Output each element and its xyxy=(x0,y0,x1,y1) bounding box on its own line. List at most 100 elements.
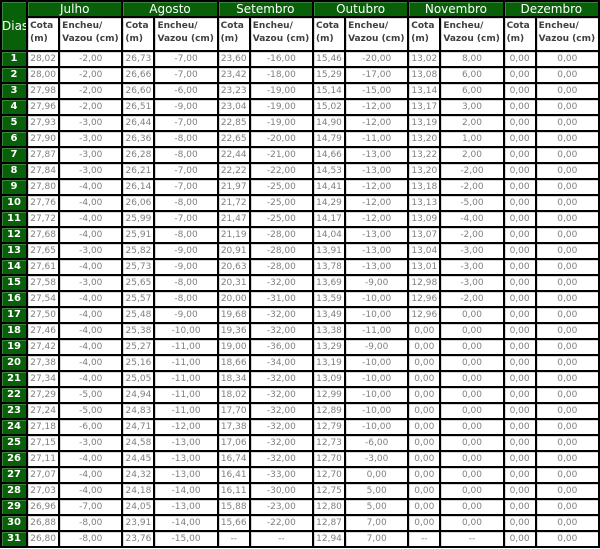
encheu-value-cell: -2,00 xyxy=(60,100,122,114)
cota-value-cell: 13,09 xyxy=(313,372,345,386)
encheu-value-cell: -18,00 xyxy=(250,68,312,82)
encheu-value-cell: -9,00 xyxy=(155,244,217,258)
cota-header-cell: Cota (m) xyxy=(504,18,535,50)
cota-value-cell: 14,17 xyxy=(313,212,345,226)
encheu-value-cell: 0,00 xyxy=(536,420,598,434)
encheu-header-cell: Encheu/ Vazou (cm) xyxy=(346,18,408,50)
encheu-value-cell: -32,00 xyxy=(250,308,312,322)
table-row: 20 27,38 -4,00 25,16 -11,00 18,66 -34,00 13,19-… xyxy=(2,356,598,370)
dias-header-cell: Dias xyxy=(2,2,27,50)
cota-value-cell: 0,00 xyxy=(504,436,535,450)
month-header-cell: Outubro xyxy=(313,2,408,16)
encheu-value-cell: 0,00 xyxy=(441,420,503,434)
encheu-value-cell: -12,00 xyxy=(346,212,408,226)
day-cell: 12 xyxy=(2,228,27,242)
cota-value-cell: 21,97 xyxy=(218,180,249,194)
cota-value-cell: 27,24 xyxy=(28,404,59,418)
encheu-value-cell: 6,00 xyxy=(441,84,503,98)
table-row: 2 28,00 -2,00 26,66 -7,00 23,42 -18,00 15,29 -17… xyxy=(2,68,598,82)
cota-value-cell: 18,02 xyxy=(218,388,249,402)
cota-value-cell: 13,13 xyxy=(409,196,440,210)
cota-value-cell: 13,22 xyxy=(409,148,440,162)
encheu-value-cell: -22,00 xyxy=(250,164,312,178)
cota-value-cell: 27,84 xyxy=(28,164,59,178)
cota-value-cell: 0,00 xyxy=(504,324,535,338)
encheu-value-cell: 3,00 xyxy=(441,100,503,114)
cota-value-cell: 12,94 xyxy=(313,532,345,546)
cota-value-cell: 25,65 xyxy=(123,276,154,290)
cota-value-cell: 26,06 xyxy=(123,196,154,210)
table-row: 21 27,34 -4,00 25,05 -11,00 18,34 -32,00 13,09-… xyxy=(2,372,598,386)
day-cell: 9 xyxy=(2,180,27,194)
encheu-value-cell: -12,00 xyxy=(346,196,408,210)
day-cell: 17 xyxy=(2,308,27,322)
cota-value-cell: 22,85 xyxy=(218,116,249,130)
encheu-value-cell: -2,00 xyxy=(441,180,503,194)
encheu-value-cell: 0,00 xyxy=(536,532,598,546)
day-cell: 4 xyxy=(2,100,27,114)
cota-value-cell: 13,07 xyxy=(409,228,440,242)
cota-value-cell: 26,60 xyxy=(123,84,154,98)
encheu-value-cell: 0,00 xyxy=(536,388,598,402)
encheu-value-cell: -10,00 xyxy=(346,388,408,402)
encheu-value-cell: -8,00 xyxy=(155,196,217,210)
encheu-value-cell: -22,00 xyxy=(250,516,312,530)
encheu-value-cell: -4,00 xyxy=(60,212,122,226)
cota-value-cell: 27,96 xyxy=(28,100,59,114)
cota-value-cell: 15,14 xyxy=(313,84,345,98)
encheu-value-cell: -32,00 xyxy=(250,388,312,402)
table-row: 4 27,96 -2,00 26,51 -9,00 23,04 -19,00 15,02 -12… xyxy=(2,100,598,114)
cota-value-cell: 27,58 xyxy=(28,276,59,290)
cota-value-cell: 14,90 xyxy=(313,116,345,130)
table-row: 22 27,29 -5,00 24,94 -11,00 18,02 -32,00 12,99-… xyxy=(2,388,598,402)
encheu-value-cell: -4,00 xyxy=(60,372,122,386)
encheu-value-cell: 0,00 xyxy=(441,500,503,514)
encheu-value-cell: -2,00 xyxy=(60,68,122,82)
day-cell: 18 xyxy=(2,324,27,338)
day-cell: 28 xyxy=(2,484,27,498)
cota-value-cell: 25,27 xyxy=(123,340,154,354)
encheu-value-cell: -30,00 xyxy=(250,484,312,498)
encheu-value-cell: -4,00 xyxy=(60,340,122,354)
encheu-value-cell: 0,00 xyxy=(536,468,598,482)
cota-value-cell: 27,76 xyxy=(28,196,59,210)
cota-value-cell: 0,00 xyxy=(504,228,535,242)
encheu-value-cell: 7,00 xyxy=(346,516,408,530)
cota-value-cell: 27,98 xyxy=(28,84,59,98)
cota-value-cell: 26,66 xyxy=(123,68,154,82)
encheu-value-cell: 0,00 xyxy=(536,244,598,258)
encheu-value-cell: -20,00 xyxy=(250,132,312,146)
encheu-value-cell: -6,00 xyxy=(60,420,122,434)
encheu-value-cell: -4,00 xyxy=(60,324,122,338)
cota-value-cell: 26,21 xyxy=(123,164,154,178)
day-cell: 20 xyxy=(2,356,27,370)
cota-value-cell: 26,36 xyxy=(123,132,154,146)
encheu-value-cell: -- xyxy=(441,532,503,546)
cota-value-cell: 27,46 xyxy=(28,324,59,338)
cota-value-cell: 25,05 xyxy=(123,372,154,386)
cota-value-cell: 20,91 xyxy=(218,244,249,258)
table-row: 17 27,50 -4,00 25,48 -9,00 19,68 -32,00 13,49 -1… xyxy=(2,308,598,322)
encheu-value-cell: 0,00 xyxy=(536,100,598,114)
encheu-value-cell: -12,00 xyxy=(346,116,408,130)
encheu-value-cell: -15,00 xyxy=(346,84,408,98)
cota-value-cell: 27,29 xyxy=(28,388,59,402)
day-cell: 27 xyxy=(2,468,27,482)
encheu-value-cell: -4,00 xyxy=(60,180,122,194)
encheu-value-cell: 0,00 xyxy=(536,260,598,274)
table-row: 3 27,98 -2,00 26,60 -6,00 23,23 -19,00 15,14 -15… xyxy=(2,84,598,98)
day-cell: 7 xyxy=(2,148,27,162)
encheu-value-cell: -12,00 xyxy=(346,180,408,194)
cota-value-cell: 13,29 xyxy=(313,340,345,354)
encheu-value-cell: 0,00 xyxy=(536,452,598,466)
encheu-value-cell: 0,00 xyxy=(536,84,598,98)
encheu-value-cell: -34,00 xyxy=(250,356,312,370)
encheu-value-cell: -6,00 xyxy=(346,436,408,450)
encheu-value-cell: -3,00 xyxy=(441,244,503,258)
encheu-value-cell: 0,00 xyxy=(441,308,503,322)
table-row: 23 27,24 -5,00 24,83 -11,00 17,70 -32,00 12,89-… xyxy=(2,404,598,418)
cota-value-cell: 0,00 xyxy=(504,372,535,386)
cota-value-cell: 12,70 xyxy=(313,468,345,482)
encheu-value-cell: -2,00 xyxy=(441,164,503,178)
cota-value-cell: 25,57 xyxy=(123,292,154,306)
